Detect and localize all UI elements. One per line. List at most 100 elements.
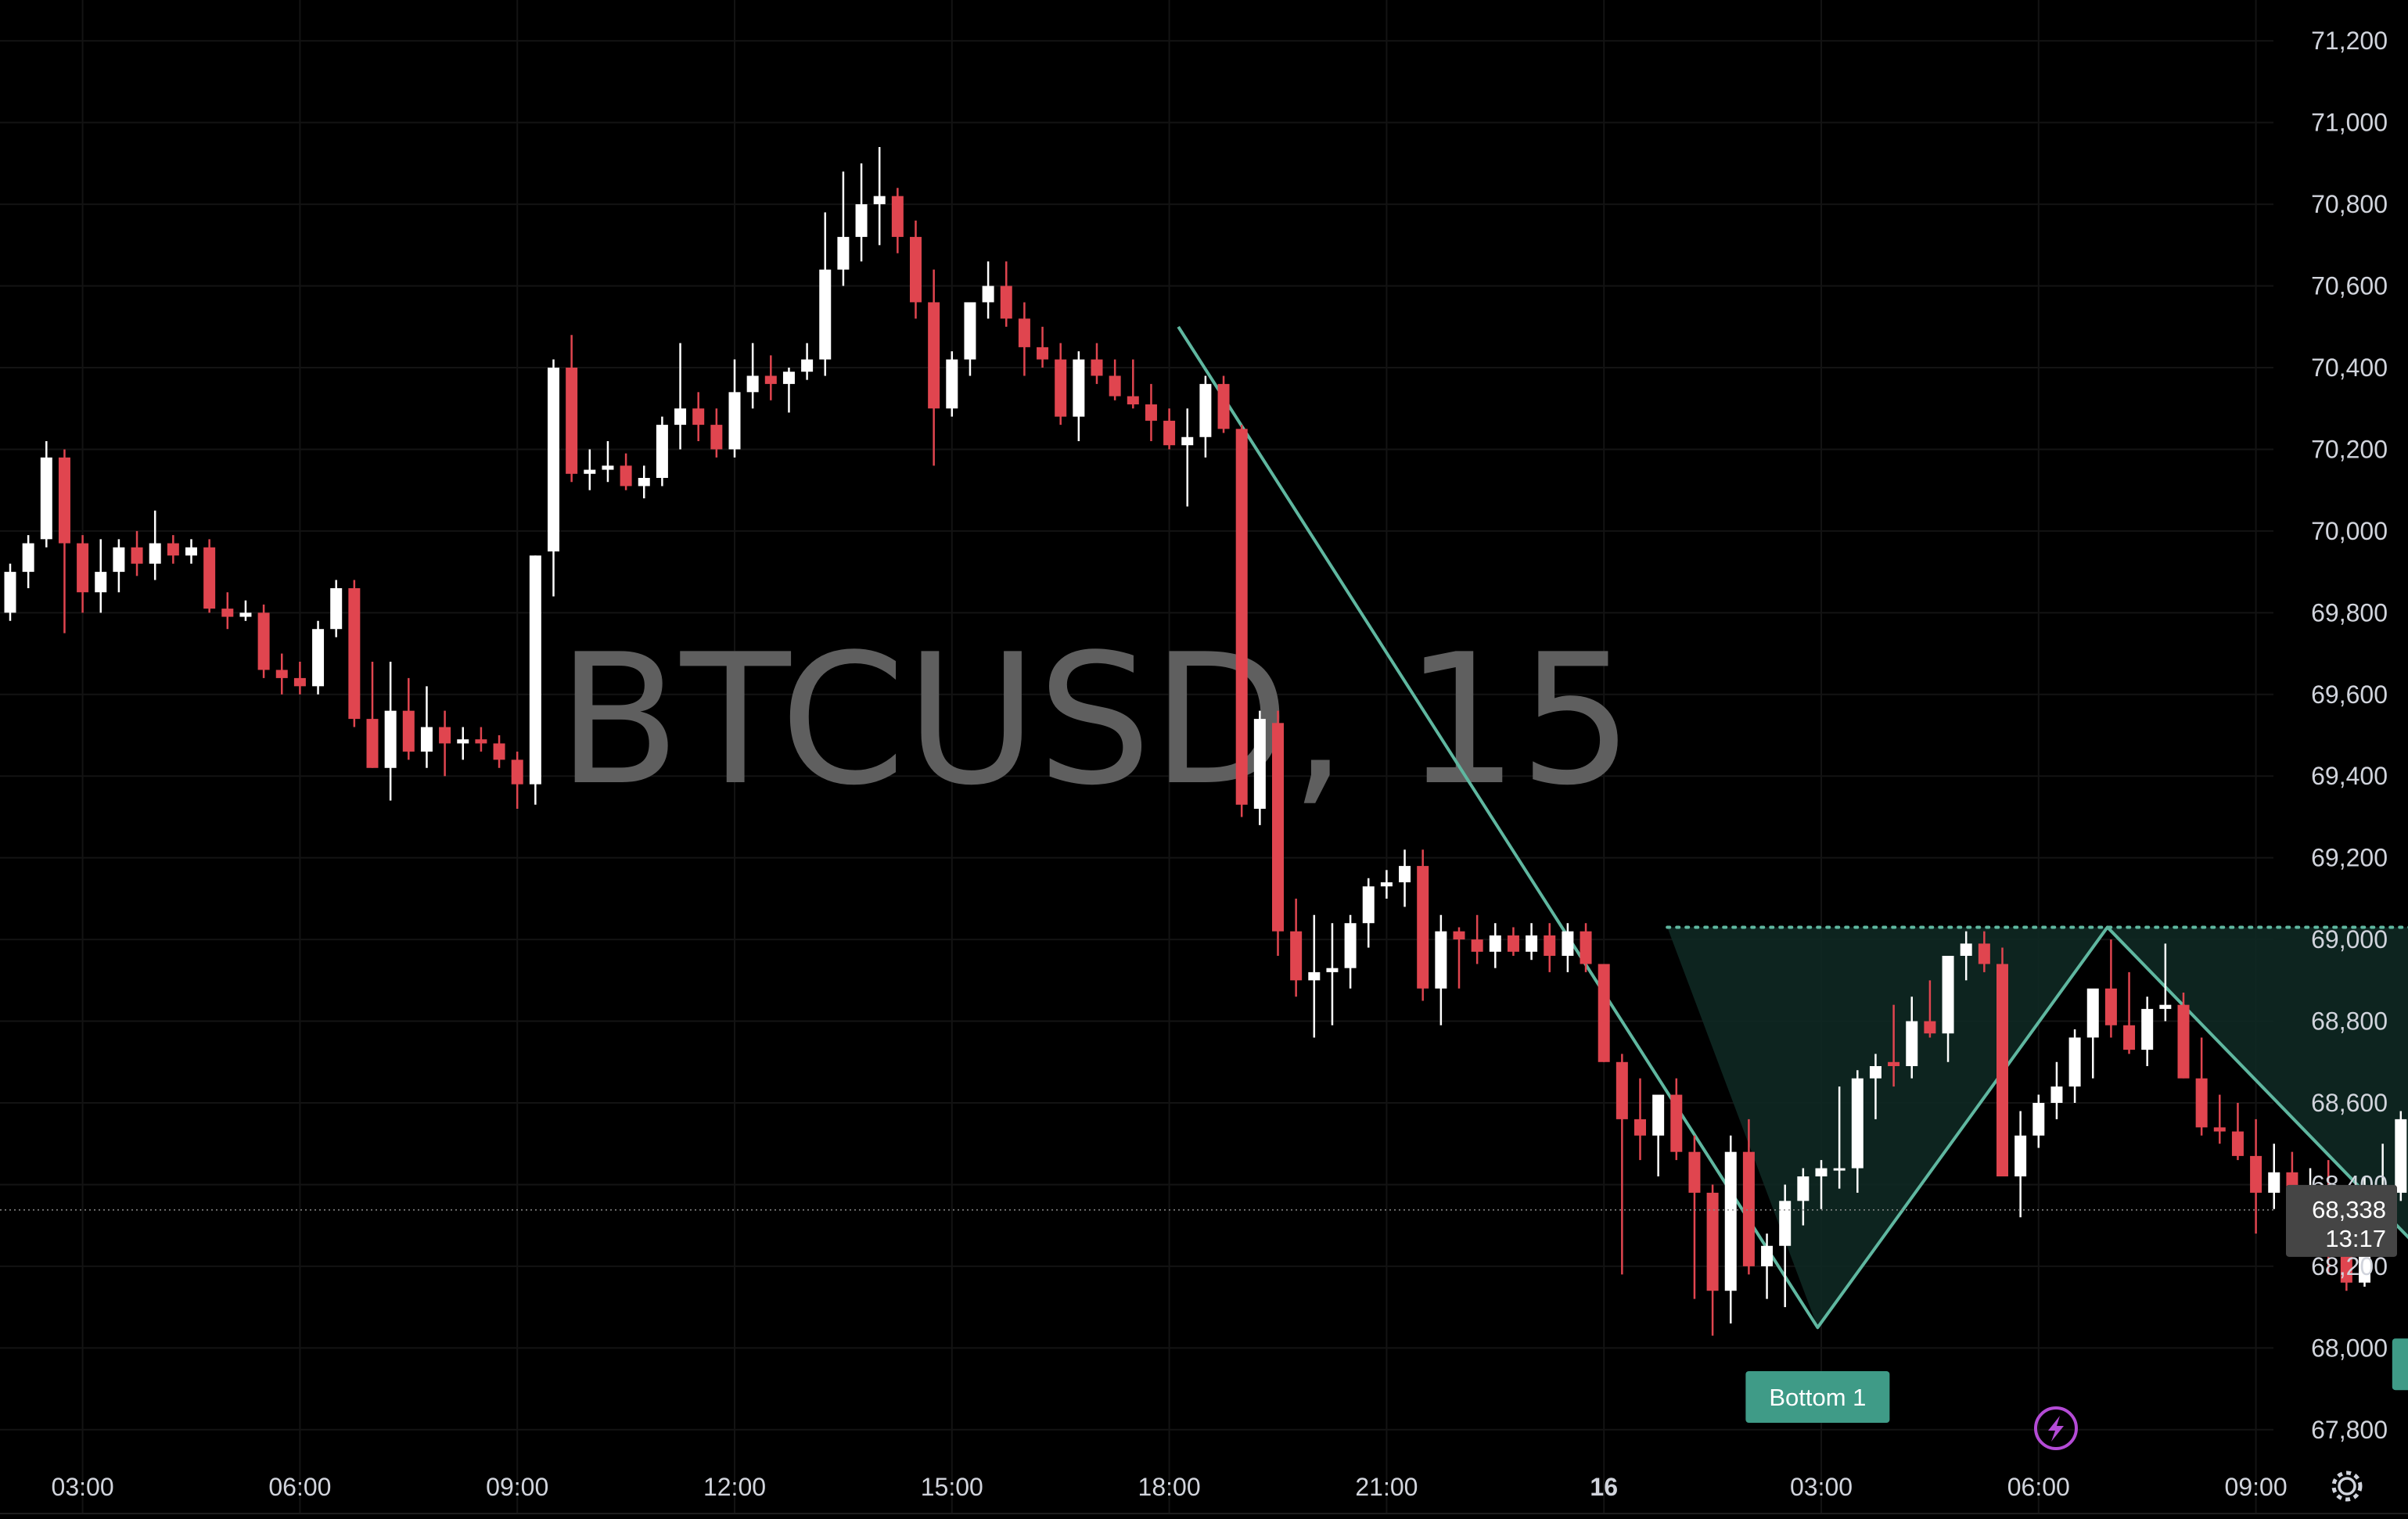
candle [764, 355, 777, 400]
candle [529, 555, 541, 805]
candle-body [1942, 956, 1954, 1034]
candle-body [1960, 943, 1972, 956]
candle-body [1688, 1151, 1701, 1193]
time-tick-label: 15:00 [921, 1473, 983, 1501]
pattern-label-background [2392, 1338, 2408, 1391]
candle-body [1869, 1066, 1881, 1079]
price-tick-label: 68,200 [2311, 1252, 2388, 1280]
candle-body [1924, 1021, 1936, 1034]
candle-body [1399, 866, 1411, 882]
candle-body [2104, 988, 2117, 1025]
candle-body [819, 269, 832, 360]
pattern-zigzag-line[interactable] [1177, 325, 2408, 1330]
candle [149, 510, 161, 580]
candle-body [2068, 1037, 2081, 1087]
candle [1127, 359, 1139, 409]
candle-body [566, 368, 578, 474]
double-bottom-pattern[interactable] [1177, 325, 2408, 1330]
candle-body [1181, 436, 1194, 446]
candle [1199, 375, 1212, 458]
candle [475, 727, 487, 752]
candle-body [2159, 1004, 2172, 1009]
candle-body [728, 392, 741, 450]
candle-body [330, 588, 343, 630]
candle [837, 171, 850, 286]
pattern-label-2[interactable]: Bottom 2 [2392, 1338, 2408, 1391]
candle [2014, 1111, 2027, 1218]
candle-body [1453, 931, 1465, 940]
price-tick-label: 69,800 [2311, 598, 2388, 627]
candle-body [2268, 1172, 2280, 1193]
candle [1761, 1234, 1774, 1299]
candle-body [1290, 931, 1303, 981]
candle-body [710, 425, 723, 450]
candle [1073, 351, 1085, 441]
candle-body [1091, 359, 1103, 376]
candle-body [203, 547, 216, 609]
time-tick-label: 12:00 [703, 1473, 766, 1501]
candle-body [1562, 931, 1574, 956]
candle [493, 735, 505, 768]
candle [1833, 1086, 1846, 1189]
candle-body [1978, 943, 1990, 964]
candle-body [40, 457, 52, 540]
price-tick-label: 68,800 [2311, 1007, 2388, 1036]
candle [1235, 425, 1248, 817]
candle [1815, 1160, 1828, 1209]
candle-body [2231, 1131, 2244, 1156]
candle-body [275, 670, 288, 678]
candle-body [312, 629, 325, 687]
candle-body [1616, 1061, 1628, 1119]
candle-body [131, 547, 143, 564]
candle-body [1724, 1151, 1737, 1291]
candle [167, 535, 179, 564]
candle [348, 580, 361, 727]
candle-body [910, 236, 922, 303]
lightning-icon[interactable] [2034, 1406, 2078, 1450]
candle [2086, 988, 2099, 1079]
pattern-labels[interactable]: Bottom 1 Bottom 2 [1745, 1338, 2408, 1423]
price-tick-label: 68,000 [2311, 1334, 2388, 1362]
candle [1380, 870, 1393, 899]
price-axis[interactable]: 67,80068,00068,20068,40068,60068,80069,0… [2311, 27, 2388, 1444]
candle-body [95, 572, 107, 593]
candle-body [548, 368, 559, 551]
candle-body [511, 760, 523, 785]
candle [457, 727, 469, 760]
candle [656, 416, 668, 487]
candle [946, 351, 958, 417]
price-tick-label: 70,400 [2311, 354, 2388, 382]
candle-body [77, 543, 89, 593]
candle [384, 662, 397, 801]
candle [891, 188, 904, 253]
candle [4, 563, 16, 621]
candle [293, 662, 306, 695]
candle [1562, 923, 1574, 972]
candle-body [1471, 939, 1483, 952]
candle [439, 710, 451, 777]
time-axis[interactable]: 03:00 06:00 09:00 12:00 15:00 18:00 21:00 16 03:… [52, 1473, 2408, 1501]
time-tick-label: 06:00 [2007, 1473, 2070, 1501]
candle-body [602, 465, 614, 470]
candle [1471, 914, 1483, 964]
candle [1906, 997, 1918, 1079]
candle-body [529, 555, 541, 785]
pattern-label-1[interactable]: Bottom 1 [1745, 1371, 1890, 1423]
candle-body [167, 543, 179, 556]
candle [1978, 931, 1990, 972]
candle-body [1145, 404, 1157, 421]
candle [1326, 923, 1339, 1025]
pattern-zone [1667, 927, 2408, 1328]
candle [2177, 993, 2190, 1079]
candle-body [113, 547, 125, 573]
price-tick-label: 68,600 [2311, 1089, 2388, 1117]
candle [746, 343, 759, 409]
candle-body [692, 408, 705, 426]
candle-body [2050, 1086, 2063, 1103]
gear-icon[interactable] [2331, 1471, 2363, 1502]
candle-body [1326, 968, 1339, 972]
candle [873, 147, 886, 246]
candle-body [1109, 375, 1121, 397]
candle [1526, 923, 1538, 961]
